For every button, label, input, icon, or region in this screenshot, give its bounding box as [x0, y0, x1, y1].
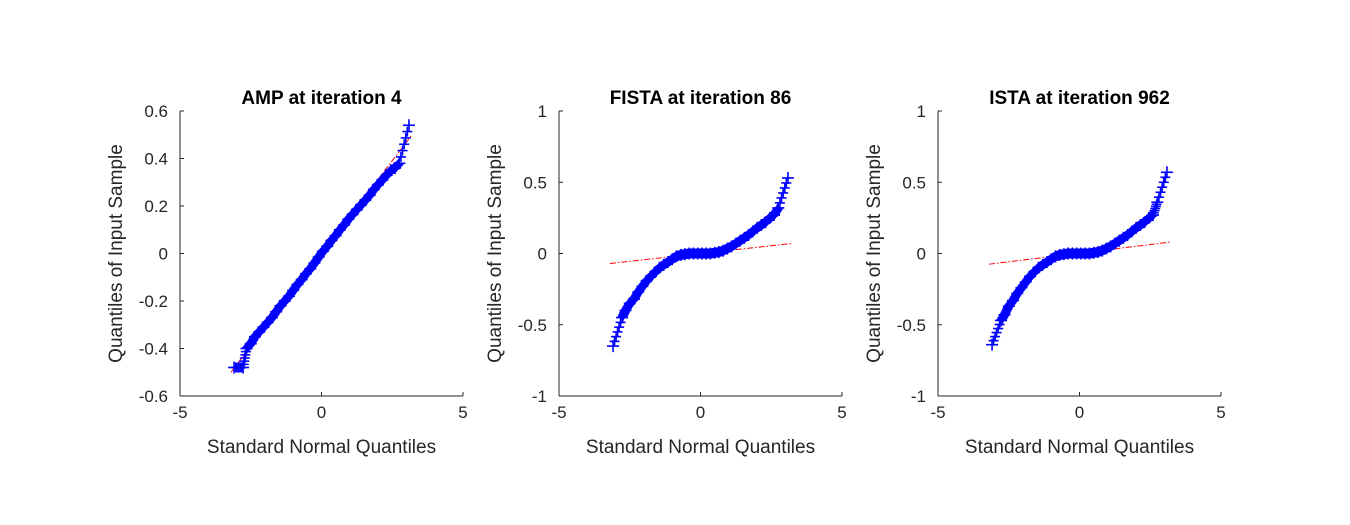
- qq-fill-point: [1157, 182, 1168, 193]
- x-tick-label: 0: [696, 403, 705, 422]
- y-tick-label: 0: [917, 245, 926, 264]
- y-tick-label: 0.5: [902, 173, 926, 192]
- qq-fill-point: [779, 182, 790, 193]
- x-tick-label: -5: [172, 403, 187, 422]
- x-tick-label: -5: [930, 403, 945, 422]
- y-tick-label: 0: [159, 245, 168, 264]
- y-tick-label: 0.6: [144, 102, 168, 121]
- qq-point: [607, 340, 620, 353]
- y-tick-label: -0.5: [518, 316, 547, 335]
- qq-point: [1147, 209, 1160, 222]
- y-tick-label: -1: [532, 387, 547, 406]
- y-axis-label: Quantiles of Input Sample: [106, 144, 127, 363]
- y-tick-label: -0.6: [139, 387, 168, 406]
- qq-fill-point: [402, 126, 413, 137]
- chart-panel-2: -5 0 5 -1 -0.5 0 0.5 1 FISTA at iteration 86 Stan…: [485, 88, 847, 458]
- y-tick-label: -1: [911, 387, 926, 406]
- x-tick-label: 5: [1216, 403, 1225, 422]
- x-axis-label: Standard Normal Quantiles: [965, 437, 1194, 458]
- qq-point-cloud: [988, 172, 1171, 346]
- chart-title: ISTA at iteration 962: [989, 88, 1170, 109]
- qq-point: [402, 119, 415, 132]
- x-tick-label: 5: [837, 403, 846, 422]
- x-tick-label: 0: [1075, 403, 1084, 422]
- qq-fill-point: [1155, 187, 1166, 198]
- x-axis-label: Standard Normal Quantiles: [207, 437, 436, 458]
- y-tick-label: 0.4: [144, 150, 168, 169]
- reference-line: [988, 241, 1171, 265]
- qq-fill-point: [614, 322, 625, 333]
- qq-fill-point: [781, 177, 792, 188]
- qq-point: [772, 201, 785, 214]
- qq-point-cloud: [609, 177, 792, 347]
- qq-point: [986, 338, 999, 351]
- y-tick-label: 1: [538, 102, 547, 121]
- qq-fill-point: [1160, 172, 1171, 183]
- qq-point: [1160, 166, 1173, 179]
- qq-point: [627, 293, 640, 306]
- x-tick-label: 0: [317, 403, 326, 422]
- qq-point: [768, 209, 781, 222]
- qq-point: [1151, 196, 1164, 209]
- qq-fill-point: [615, 317, 626, 328]
- qq-fill-point: [609, 336, 620, 347]
- x-tick-label: -5: [551, 403, 566, 422]
- qq-fill-point: [776, 192, 787, 203]
- qq-fill-point: [400, 132, 411, 143]
- reference-line: [609, 243, 792, 264]
- y-tick-label: 1: [917, 102, 926, 121]
- qq-point: [237, 361, 250, 374]
- x-tick-label: 5: [458, 403, 467, 422]
- qq-fill-point: [778, 187, 789, 198]
- qq-point: [393, 157, 406, 170]
- qq-fill-point: [611, 331, 622, 342]
- qq-fill-point: [612, 326, 623, 337]
- chart-title: FISTA at iteration 86: [610, 88, 792, 109]
- qq-fill-point: [395, 151, 406, 162]
- qq-fill-point: [397, 145, 408, 156]
- y-tick-label: -0.2: [139, 292, 168, 311]
- qq-point: [781, 171, 794, 184]
- qq-fill-point: [1158, 177, 1169, 188]
- qq-point: [1006, 294, 1019, 307]
- y-tick-label: -0.5: [897, 316, 926, 335]
- qq-point: [998, 308, 1011, 321]
- chart-panel-1: -5 0 5 -0.6 -0.4 -0.2 0 0.2 0.4 0.6 AMP at iterati…: [106, 88, 468, 458]
- y-axis-label: Quantiles of Input Sample: [864, 144, 885, 363]
- y-tick-label: -0.4: [139, 340, 168, 359]
- qq-point: [244, 337, 257, 350]
- qq-point-cloud: [230, 126, 413, 373]
- chart-panel-3: -5 0 5 -1 -0.5 0 0.5 1 ISTA at iteration 962 Stan…: [864, 88, 1226, 458]
- qq-point: [619, 304, 632, 317]
- qq-point: [616, 311, 629, 324]
- qq-fill-point: [774, 197, 785, 208]
- y-tick-label: 0: [538, 245, 547, 264]
- y-tick-label: 0.5: [523, 173, 547, 192]
- x-axis-label: Standard Normal Quantiles: [586, 437, 815, 458]
- y-tick-label: 0.2: [144, 197, 168, 216]
- y-axis-label: Quantiles of Input Sample: [485, 144, 506, 363]
- qq-fill-point: [399, 139, 410, 150]
- qq-fill-point: [1153, 192, 1164, 203]
- chart-title: AMP at iteration 4: [241, 88, 402, 109]
